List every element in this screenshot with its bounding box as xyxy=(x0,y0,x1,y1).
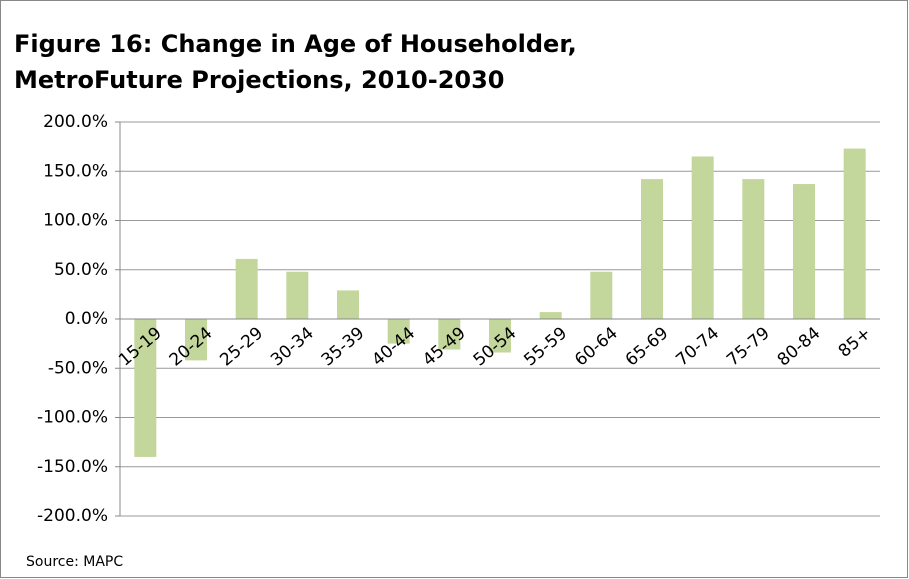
y-tick-label: 150.0% xyxy=(43,161,108,181)
y-tick-label: -200.0% xyxy=(37,506,108,526)
chart-title: Figure 16: Change in Age of Householder, xyxy=(14,30,577,58)
bar xyxy=(742,179,765,319)
y-tick-label: -150.0% xyxy=(37,457,108,477)
source-note: Source: MAPC xyxy=(26,554,123,570)
bar xyxy=(185,319,207,361)
bar xyxy=(489,319,511,353)
bar xyxy=(539,312,562,319)
bar xyxy=(843,148,866,319)
bar xyxy=(134,319,157,457)
y-tick-label: 100.0% xyxy=(43,211,108,231)
bar xyxy=(286,271,309,319)
bar xyxy=(590,271,613,319)
y-tick-label: 0.0% xyxy=(65,309,108,329)
bar xyxy=(337,290,359,319)
bar xyxy=(438,319,461,350)
bar xyxy=(387,319,410,344)
chart-title: MetroFuture Projections, 2010-2030 xyxy=(14,66,505,94)
y-tick-label: 200.0% xyxy=(43,112,108,132)
bar xyxy=(235,258,258,319)
bar xyxy=(793,184,815,319)
y-tick-label: 50.0% xyxy=(54,260,108,280)
y-tick-label: -100.0% xyxy=(37,408,108,428)
bar xyxy=(691,156,714,319)
y-tick-label: -50.0% xyxy=(48,358,108,378)
bar xyxy=(641,179,663,319)
